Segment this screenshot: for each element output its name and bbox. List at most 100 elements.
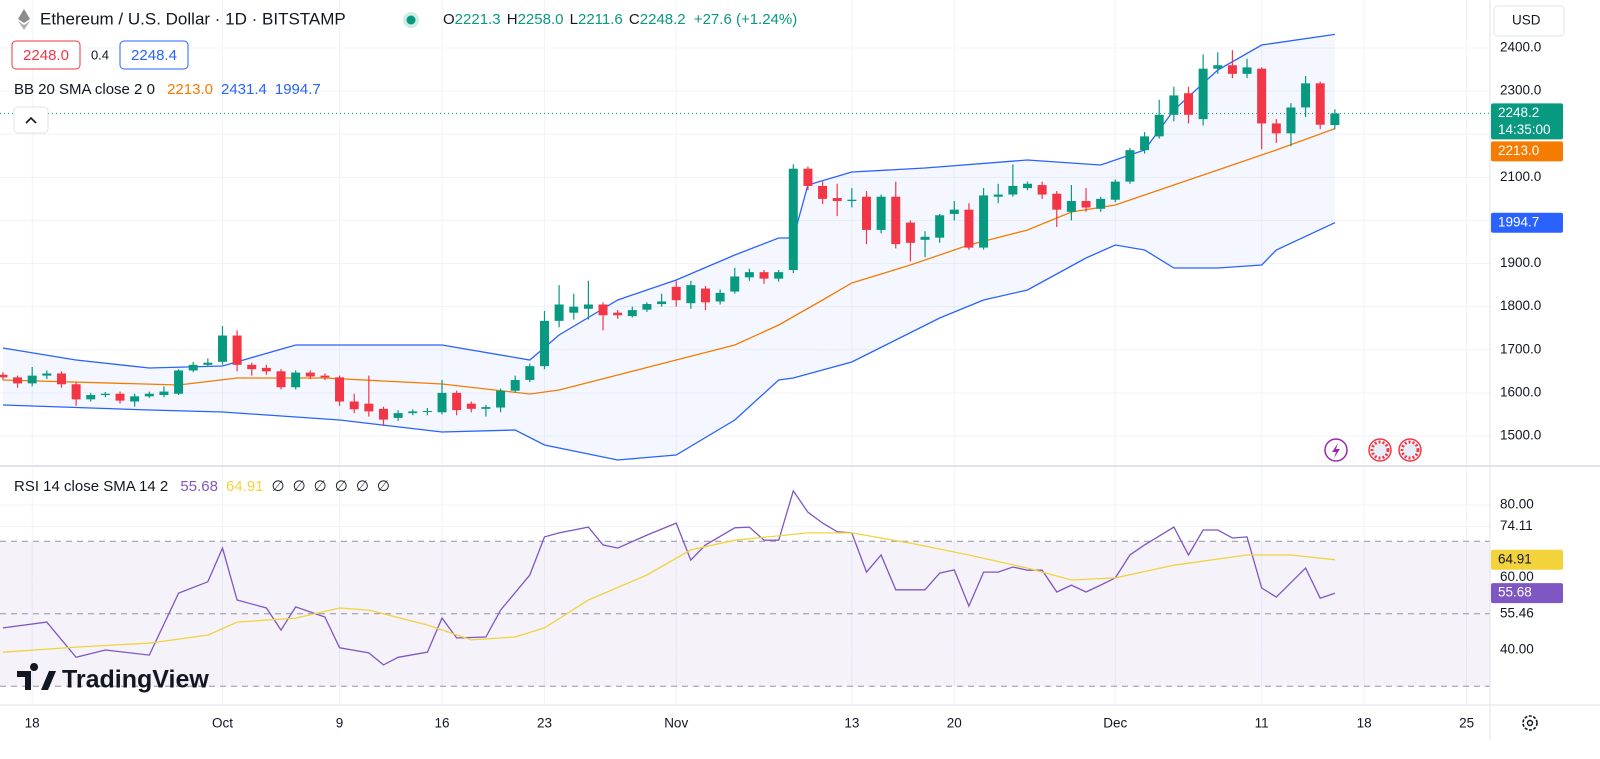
x-tick-label: 13	[844, 716, 859, 731]
candle-body	[364, 403, 374, 412]
candle-body	[920, 236, 930, 240]
rsi-value: 64.91	[226, 478, 264, 495]
candle-body	[1198, 68, 1208, 120]
candle-body	[247, 364, 257, 370]
candle-body	[305, 372, 315, 377]
candle-body	[1257, 68, 1267, 124]
currency[interactable]: USD	[1512, 13, 1541, 28]
candle-body	[159, 391, 169, 396]
flag-icon	[1370, 440, 1390, 460]
candle-body	[1242, 67, 1252, 74]
x-tick-label: 9	[336, 716, 344, 731]
band-line	[2, 127, 1336, 395]
y-tick-label: 60.00	[1500, 569, 1534, 584]
y-tick-label: 55.46	[1500, 606, 1534, 621]
x-tick-label: Dec	[1103, 716, 1127, 731]
ohlc-value: 2248.2	[640, 11, 686, 28]
candle-body	[818, 185, 828, 199]
candle-body	[686, 285, 696, 304]
ohlc-value: 2211.6	[578, 11, 623, 28]
x-tick-label: 16	[435, 716, 450, 731]
candle-body	[539, 320, 549, 367]
x-tick-label: 18	[25, 716, 40, 731]
candle-body	[56, 373, 66, 385]
x-tick-label: Nov	[664, 716, 688, 731]
candle-body	[583, 304, 593, 309]
y-tick-label: 2300.0	[1500, 83, 1541, 98]
candle-body	[1110, 181, 1120, 200]
candle-body	[935, 215, 945, 238]
indicator-value: 2431.4	[221, 81, 267, 98]
rsi-value: 55.68	[180, 478, 218, 495]
y-tick-label: 2400.0	[1500, 40, 1541, 55]
rsi-legend: RSI 14 close SMA 14 2 55.68 64.91 ∅ ∅ ∅ ∅ ∅ ∅	[14, 478, 390, 495]
candle-body	[949, 209, 959, 214]
candle-body	[71, 384, 81, 400]
candle-body	[964, 209, 974, 248]
rsi-extra: ∅	[272, 478, 285, 495]
candle-body	[876, 196, 886, 230]
candle-body	[466, 403, 476, 409]
buy-button[interactable]	[119, 40, 189, 70]
candle-body	[905, 222, 915, 243]
rsi-line	[2, 532, 1335, 653]
candle-body	[42, 373, 52, 376]
candle-body	[657, 301, 667, 305]
candle-body	[320, 375, 330, 378]
basis-badge	[1491, 141, 1563, 162]
candle-body	[232, 335, 242, 365]
y-tick-label: 1700.0	[1500, 341, 1541, 356]
candle-body	[759, 272, 769, 279]
rsi-extra: ∅	[314, 478, 327, 495]
candle-body	[1154, 114, 1164, 137]
candle-body	[1022, 183, 1032, 189]
candle-body	[1183, 93, 1193, 115]
candle-body	[261, 367, 271, 372]
x-tick-label: 20	[947, 716, 962, 731]
candle-body	[203, 362, 213, 365]
ohlc-key: L	[570, 11, 578, 28]
lightning-icon	[1332, 443, 1340, 458]
chart-title: Ethereum / U.S. Dollar · 1D · BITSTAMP	[40, 9, 346, 28]
eth-icon	[18, 9, 30, 23]
rsi-ma-badge-text: 64.91	[1498, 551, 1532, 566]
candle-body	[1315, 83, 1325, 125]
collapse-button[interactable]	[13, 106, 49, 134]
candle-body	[613, 312, 623, 316]
indicator-label: BB 20 SMA close 2 0	[14, 81, 155, 98]
ask-price[interactable]: 2248.4	[131, 47, 177, 64]
bid-price[interactable]: 2248.0	[23, 47, 69, 64]
candle-body	[276, 371, 286, 388]
candle-body	[349, 401, 359, 410]
candle-body	[86, 395, 96, 400]
candle-body	[832, 198, 842, 202]
candle-body	[481, 407, 491, 409]
rsi-extra: ∅	[377, 478, 390, 495]
candle-body	[1008, 185, 1018, 195]
sell-button[interactable]	[11, 40, 81, 70]
ohlc-key: O	[443, 11, 455, 28]
ohlc-legend: O2221.3 H2258.0 L2211.6 C2248.2 +27.6 (+…	[443, 11, 797, 28]
candle-body	[130, 396, 140, 402]
y-tick-label: 1900.0	[1500, 255, 1541, 270]
currency-button[interactable]	[1493, 5, 1565, 37]
candle-body	[422, 410, 432, 412]
y-tick-label: 74.11	[1500, 518, 1533, 533]
rsi-extra: ∅	[293, 478, 306, 495]
candle-body	[1066, 201, 1076, 212]
band-fill	[2, 34, 1335, 460]
candle-body	[0, 374, 8, 378]
candle-body	[100, 393, 110, 396]
settings-icon[interactable]	[1522, 715, 1538, 731]
change: +27.6 (+1.24%)	[694, 11, 797, 28]
candle-body	[554, 304, 564, 321]
indicator-legend: BB 20 SMA close 2 0 2213.0 2431.4 1994.7	[14, 81, 321, 98]
candle-body	[525, 366, 535, 380]
candle-body	[1301, 83, 1311, 108]
candle-body	[188, 364, 198, 371]
price-badge	[1491, 103, 1563, 140]
band-line	[2, 33, 1335, 369]
x-tick-label: Oct	[212, 716, 233, 731]
candle-body	[1125, 150, 1135, 182]
brand-name: TradingView	[62, 666, 209, 694]
